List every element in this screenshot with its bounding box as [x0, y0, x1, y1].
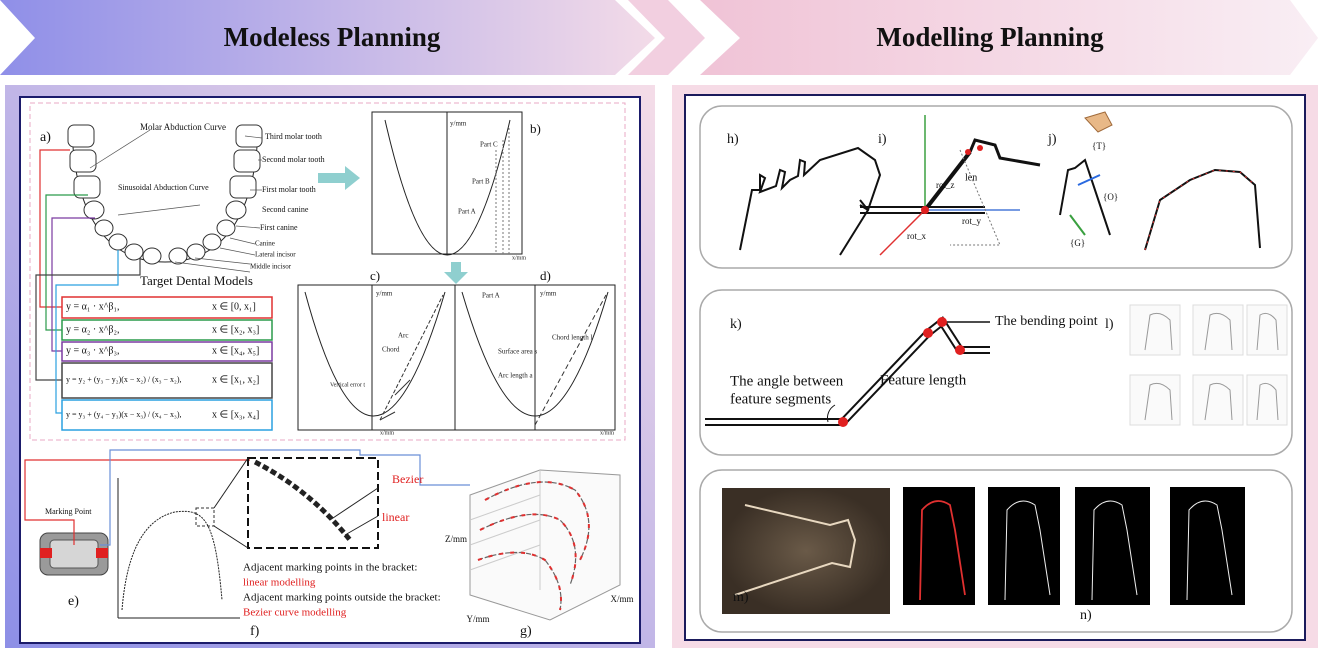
annotation: Surface area s: [498, 348, 538, 356]
panel-label: e): [68, 594, 79, 609]
annotation: Arc length a: [498, 372, 533, 380]
tooth-label: Molar Abduction Curve: [140, 122, 226, 132]
panel-label: i): [878, 132, 887, 147]
annotation: Part C: [480, 141, 498, 149]
axis-label: Z/mm: [445, 534, 467, 544]
tooth-label: Middle incisor: [250, 263, 292, 271]
axis-label: x/mm: [380, 430, 394, 436]
annotation: rot_x: [907, 231, 926, 241]
annotation: Marking Point: [45, 507, 92, 516]
axis-label: x/mm: [512, 255, 526, 261]
annotation: rot_z: [936, 180, 955, 190]
annotation: Part A: [458, 208, 476, 216]
equation-range: x ∈ [x₄, x₅]: [212, 345, 259, 356]
annotation: Feature length: [880, 372, 967, 388]
frame-label: {G}: [1070, 238, 1085, 248]
panel-label: n): [1080, 608, 1092, 623]
equation-range: x ∈ [x₃, x₄]: [212, 409, 259, 420]
annotation: Part A: [482, 292, 500, 300]
panel-label: j): [1047, 132, 1057, 147]
annotation: Arc: [398, 332, 409, 340]
panel-label: f): [250, 624, 260, 639]
panel-label: b): [530, 121, 541, 136]
equation: y = y₂ + (y₃ − y₂)(x − x₂) / (x₃ − x₂),: [66, 375, 182, 384]
annotation: Chord: [382, 346, 400, 354]
axis-label: X/mm: [610, 594, 633, 604]
annotation: The bending point: [995, 314, 1098, 329]
equation: y = α₁ · x^β₁,: [66, 301, 119, 312]
note: Adjacent marking points outside the brac…: [243, 592, 441, 604]
tooth-label: Second molar tooth: [262, 155, 325, 164]
panel-label: d): [540, 268, 551, 283]
note: Adjacent marking points in the bracket:: [243, 562, 417, 574]
axis-label: Y/mm: [466, 614, 489, 624]
annotation: len: [965, 172, 977, 183]
annotation: feature segments: [730, 391, 831, 407]
zoom-label: Bezier: [392, 472, 423, 486]
equation: y = α₂ · x^β₂,: [66, 324, 119, 335]
axis-label: y/mm: [450, 120, 467, 128]
tooth-label: Second canine: [262, 205, 309, 214]
note: Bezier curve modelling: [243, 607, 347, 619]
panel-label: a): [40, 130, 51, 145]
tooth-label: Canine: [255, 240, 275, 248]
panel-label: m): [733, 590, 749, 605]
panel-label: c): [370, 268, 380, 283]
panel-label: l): [1105, 317, 1114, 332]
header-title: Modeless Planning: [224, 22, 441, 52]
equation: y = α₃ · x^β₃,: [66, 345, 119, 356]
caption: Target Dental Models: [140, 273, 253, 288]
panel-label: g): [520, 624, 532, 639]
tooth-label: Lateral incisor: [255, 251, 296, 259]
annotation: Vertical error t: [330, 382, 365, 388]
equation: y = y₃ + (y₄ − y₃)(x − x₃) / (x₄ − x₃),: [66, 410, 182, 419]
annotation: Part B: [472, 178, 490, 186]
tooth-label: First canine: [260, 223, 298, 232]
frame-label: {O}: [1103, 192, 1118, 202]
axis-label: y/mm: [376, 290, 393, 298]
equation-range: x ∈ [0, x₁]: [212, 301, 256, 312]
frame-label: {T}: [1092, 141, 1106, 151]
header-title: Modelling Planning: [876, 22, 1104, 52]
panel-label: k): [730, 317, 742, 332]
tooth-label: Third molar tooth: [265, 132, 322, 141]
tooth-label: First molar tooth: [262, 185, 316, 194]
equation-range: x ∈ [x₂, x₃]: [212, 324, 259, 335]
figure: Modeless Planning Modelling Planning a) Mol…: [0, 0, 1318, 648]
tooth-label: Sinusoidal Abduction Curve: [118, 183, 209, 192]
equation-range: x ∈ [x₁, x₂]: [212, 374, 259, 385]
axis-label: x/mm: [600, 430, 614, 436]
annotation: Chord length l: [552, 334, 592, 342]
note: linear modelling: [243, 577, 316, 589]
panel-label: h): [727, 132, 739, 147]
zoom-label: linear: [382, 510, 409, 524]
axis-label: y/mm: [540, 290, 557, 298]
annotation: rot_y: [962, 216, 981, 226]
annotation: The angle between: [730, 373, 844, 389]
